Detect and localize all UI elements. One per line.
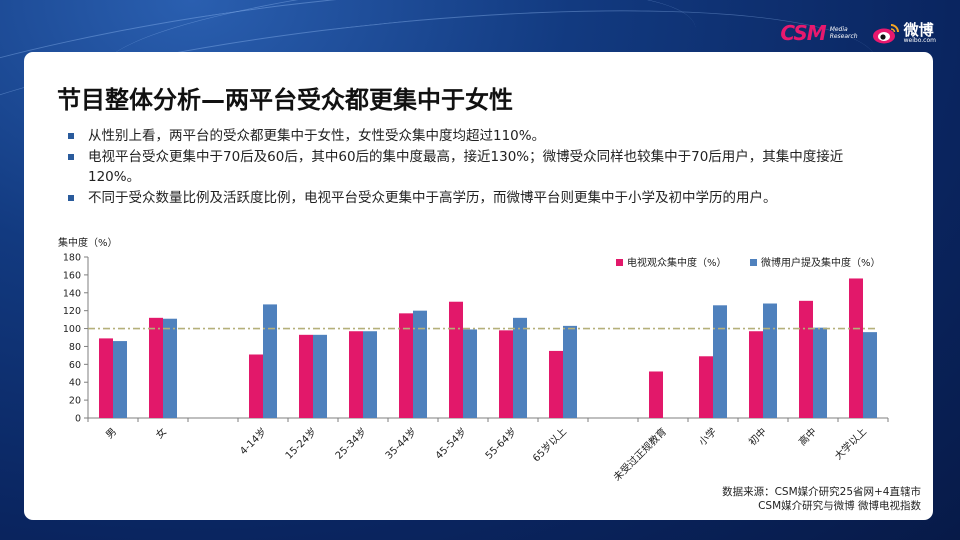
bar-tv [699, 356, 713, 418]
bar-tv [149, 317, 163, 418]
bullet-text: 从性别上看，两平台的受众都更集中于女性，女性受众集中度均超过110%。 [88, 128, 546, 144]
x-tick-label: 25-34岁 [332, 425, 369, 462]
bullet-square-icon [68, 133, 74, 139]
legend-label-tv: 电视观众集中度（%） [627, 256, 727, 269]
slide-title: 节目整体分析—两平台受众都更集中于女性 [57, 86, 513, 114]
x-tick-label: 55-64岁 [482, 425, 519, 462]
bar-tv [399, 313, 413, 418]
x-tick-label: 大学以上 [832, 425, 869, 462]
y-tick-label: 160 [63, 270, 81, 281]
bullet-square-icon [68, 195, 74, 201]
bullet-square-icon [68, 154, 74, 160]
y-tick-label: 120 [63, 306, 81, 317]
source-line: 数据来源：CSM媒介研究25省网+4直辖市 [722, 486, 921, 498]
bar-weibo [813, 327, 827, 418]
content-card: 节目整体分析—两平台受众都更集中于女性 从性别上看，两平台的受众都更集中于女性，… [24, 52, 933, 520]
bar-weibo [513, 317, 527, 418]
weibo-logo-url: weibo.com [903, 36, 936, 44]
x-tick-label: 4-14岁 [237, 425, 269, 457]
bar-tv [549, 350, 563, 418]
y-tick-label: 40 [69, 378, 81, 389]
weibo-logo-cn: 微博 [903, 20, 934, 39]
y-tick-label: 60 [69, 360, 81, 371]
bar-tv [749, 331, 763, 418]
bar-tv [499, 330, 513, 418]
weibo-eye-icon [872, 24, 899, 44]
legend-swatch-weibo [750, 259, 757, 266]
bullet-text: 电视平台受众更集中于70后及60后，其中60后的集中度最高，接近130%；微博受… [88, 149, 844, 185]
bullet-item: 从性别上看，两平台的受众都更集中于女性，女性受众集中度均超过110%。 [68, 126, 888, 146]
bar-tv [849, 278, 863, 418]
bullet-item: 不同于受众数量比例及活跃度比例，电视平台受众更集中于高学历，而微博平台则更集中于… [68, 188, 888, 208]
x-tick-label: 女 [153, 425, 169, 441]
bar-weibo [363, 331, 377, 418]
x-tick-label: 未受过正规教育 [610, 425, 669, 484]
csm-logo-subtitle: Media Research [830, 26, 858, 40]
source-line: CSM媒介研究与微博 微博电视指数 [758, 500, 921, 512]
bar-chart: 0 20 40 60 80 100 120 140 160 180 集中度（%） 男 女 4-14岁 15-… [58, 236, 889, 484]
y-tick-label: 140 [63, 288, 81, 299]
x-tick-label: 高中 [796, 425, 819, 448]
x-tick-label: 男 [104, 426, 120, 442]
y-tick-label: 20 [69, 396, 81, 407]
y-tick-label: 80 [69, 342, 81, 353]
bar-tv [799, 300, 813, 418]
y-tick-label: 180 [63, 253, 81, 264]
weibo-logo-text: 微博 weibo.com [903, 20, 936, 44]
bar-weibo [713, 305, 727, 418]
bar-weibo [563, 325, 577, 418]
bar-weibo [413, 310, 427, 418]
legend-label-weibo: 微博用户提及集中度（%） [761, 256, 881, 269]
y-tick-label: 100 [63, 324, 81, 335]
bar-tv [299, 334, 313, 418]
data-source: 数据来源：CSM媒介研究25省网+4直辖市 CSM媒介研究与微博 微博电视指数 [722, 485, 921, 513]
y-axis-label: 集中度（%） [58, 236, 118, 249]
csm-sub-line1: Media [829, 26, 848, 33]
csm-sub-line2: Research [829, 33, 858, 40]
legend-swatch-tv [616, 259, 623, 266]
bar-weibo [263, 304, 277, 418]
header-logos: CSM Media Research 微博 weibo.com [780, 18, 936, 48]
x-tick-label: 65岁以上 [530, 425, 569, 464]
bar-tv [249, 354, 263, 418]
bar-weibo [113, 341, 127, 418]
bullet-list: 从性别上看，两平台的受众都更集中于女性，女性受众集中度均超过110%。 电视平台… [68, 126, 888, 209]
bar-weibo [163, 318, 177, 418]
csm-logo: CSM Media Research [780, 21, 857, 45]
csm-logo-text: CSM [780, 21, 826, 45]
bullet-item: 电视平台受众更集中于70后及60后，其中60后的集中度最高，接近130%；微博受… [68, 147, 888, 187]
bar-tv [349, 331, 363, 418]
x-tick-label: 初中 [746, 425, 769, 448]
x-tick-label: 15-24岁 [282, 425, 319, 462]
bar-weibo [863, 332, 877, 418]
x-tick-label: 35-44岁 [382, 425, 419, 462]
bar-weibo [763, 303, 777, 418]
x-tick-label: 小学 [696, 425, 719, 448]
bar-tv [99, 338, 113, 418]
bullet-text: 不同于受众数量比例及活跃度比例，电视平台受众更集中于高学历，而微博平台则更集中于… [88, 190, 777, 206]
bar-weibo [463, 329, 477, 418]
weibo-logo: 微博 weibo.com [872, 22, 936, 44]
x-tick-label: 45-54岁 [432, 425, 469, 462]
bar-weibo [313, 334, 327, 418]
y-tick-label: 0 [75, 414, 81, 425]
bar-tv [449, 301, 463, 418]
bar-tv [649, 371, 663, 418]
